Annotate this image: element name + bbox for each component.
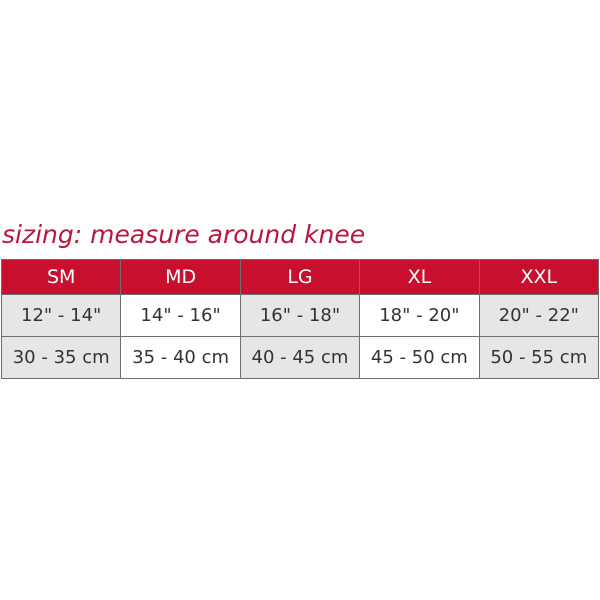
table-cell: 50 - 55 cm: [478, 336, 600, 379]
header-md: MD: [120, 259, 241, 295]
header-xxl: XXL: [478, 259, 600, 295]
table-cell: 45 - 50 cm: [359, 336, 480, 379]
table-cell: 16" - 18": [239, 294, 361, 337]
table-row-cm: 30 - 35 cm 35 - 40 cm 40 - 45 cm 45 - 50…: [0, 336, 600, 379]
header-sm: SM: [0, 259, 122, 295]
table-cell: 35 - 40 cm: [120, 336, 241, 379]
header-row: SM MD LG XL XXL: [0, 259, 600, 295]
table-cell: 30 - 35 cm: [0, 336, 122, 379]
table-cell: 20" - 22": [478, 294, 600, 337]
size-chart-table: SM MD LG XL XXL 12" - 14" 14" - 16" 16" …: [0, 259, 600, 379]
table-cell: 40 - 45 cm: [239, 336, 361, 379]
table-cell: 18" - 20": [359, 294, 480, 337]
table-cell: 14" - 16": [120, 294, 241, 337]
header-xl: XL: [359, 259, 480, 295]
table-cell: 12" - 14": [0, 294, 122, 337]
table-row-inches: 12" - 14" 14" - 16" 16" - 18" 18" - 20" …: [0, 294, 600, 337]
header-lg: LG: [239, 259, 361, 295]
sizing-title: sizing: measure around knee: [2, 220, 366, 249]
